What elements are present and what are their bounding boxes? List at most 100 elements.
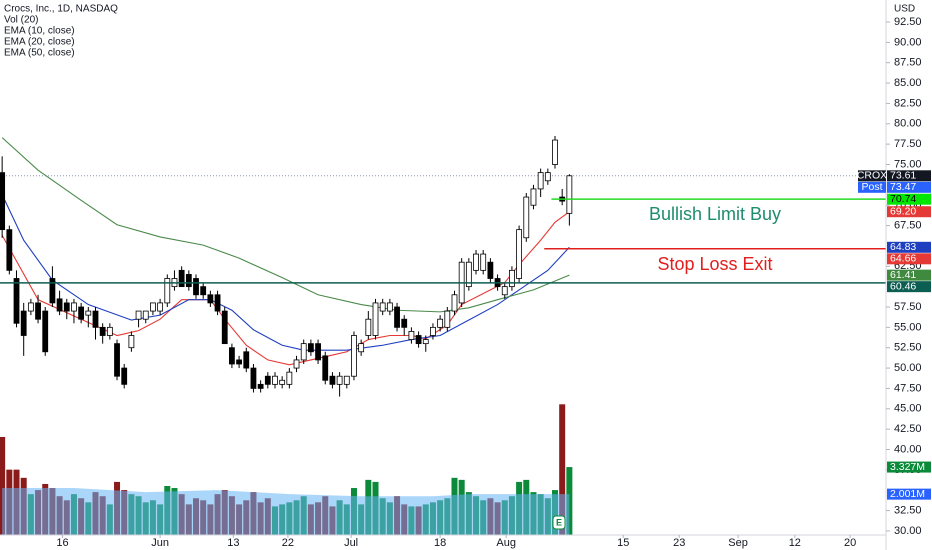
y-tick-label: 77.50 xyxy=(894,138,922,150)
price-tag-name: Post xyxy=(861,181,882,193)
price-tag-label: 60.46 xyxy=(890,280,916,292)
candle-body xyxy=(121,367,128,385)
y-tick-label: 75.00 xyxy=(894,158,922,170)
y-tick-label: 57.50 xyxy=(894,301,922,313)
y-tick-label: 47.50 xyxy=(894,382,922,394)
volume-layer xyxy=(0,404,573,535)
price-tag-label: 64.83 xyxy=(890,241,916,253)
price-tag-name-box xyxy=(858,181,886,193)
candle-body xyxy=(465,261,472,288)
candle-body xyxy=(509,269,515,288)
x-tick-label: Aug xyxy=(496,537,516,549)
price-tag xyxy=(887,170,931,182)
candle-body xyxy=(157,302,164,312)
candle-body xyxy=(85,310,92,316)
candle-body xyxy=(430,326,436,336)
candle-body xyxy=(329,375,336,385)
x-tick-label: 16 xyxy=(56,537,68,549)
legend-item: EMA (50, close) xyxy=(4,48,75,59)
y-tick-label: 40.00 xyxy=(894,443,922,455)
price-tag xyxy=(887,193,931,205)
candle-body xyxy=(92,310,99,328)
candle-body xyxy=(142,310,149,320)
y-tick-label: 80.00 xyxy=(894,118,922,130)
candle-body xyxy=(336,375,343,385)
x-tick-label: Jun xyxy=(151,537,169,549)
candle-body xyxy=(257,383,264,389)
y-tick-label: 45.00 xyxy=(894,403,922,415)
candle-body xyxy=(193,278,199,296)
y-tick-label: 30.00 xyxy=(894,525,922,537)
candle-body xyxy=(20,310,27,336)
candle-body xyxy=(537,172,544,190)
candle-body xyxy=(200,286,207,296)
candle-body xyxy=(501,286,508,296)
candle-body xyxy=(516,229,523,279)
price-tag-label: 61.41 xyxy=(890,269,916,281)
candle-body xyxy=(49,278,56,304)
currency: USD xyxy=(894,4,915,15)
candle-body xyxy=(394,306,400,328)
price-tag-label: 3.327M xyxy=(890,461,925,473)
y-tick-label: 32.50 xyxy=(894,504,922,516)
legend-item: Vol (20) xyxy=(4,15,38,26)
candle-body xyxy=(307,343,314,353)
price-tag xyxy=(887,206,931,218)
earnings-label: E xyxy=(556,517,562,527)
price-tag-label: 73.47 xyxy=(890,181,916,193)
candle-body xyxy=(150,302,156,312)
candle-body xyxy=(408,331,415,340)
y-tick-label: 85.00 xyxy=(894,77,922,89)
x-tick-label: 20 xyxy=(844,537,856,549)
candle-body xyxy=(422,339,429,345)
volume-bar xyxy=(559,404,566,535)
y-tick-label: 67.50 xyxy=(894,219,922,231)
legend-item: EMA (10, close) xyxy=(4,26,75,37)
ema-line xyxy=(1,194,570,351)
candle-body xyxy=(293,359,300,369)
candle-body xyxy=(106,326,113,336)
candle-body xyxy=(544,172,551,182)
x-tick-label: Sep xyxy=(728,537,748,549)
price-tag xyxy=(887,253,931,265)
candle-body xyxy=(272,375,278,385)
x-tick-label: 15 xyxy=(617,537,629,549)
earnings-badge[interactable] xyxy=(552,515,566,530)
x-tick-label: 23 xyxy=(673,537,685,549)
candle-body xyxy=(99,326,106,336)
annotation: Stop Loss Exit xyxy=(657,254,772,274)
candle-body xyxy=(207,294,214,304)
price-tag-name: CROX xyxy=(857,170,887,182)
annotation: Bullish Limit Buy xyxy=(649,204,781,224)
candle-body xyxy=(264,375,271,385)
y-tick-label: 52.50 xyxy=(894,342,922,354)
candle-body xyxy=(178,269,185,288)
x-tick-label: 12 xyxy=(789,537,801,549)
candle-body xyxy=(229,347,235,365)
candle-body xyxy=(343,375,350,385)
candle-body xyxy=(114,343,120,377)
candle-body xyxy=(250,367,257,389)
y-tick-label: 90.00 xyxy=(894,36,922,48)
candle-body xyxy=(322,355,329,381)
candle-body xyxy=(56,298,63,312)
y-tick-label: 55.00 xyxy=(894,321,922,333)
x-tick-label: 18 xyxy=(434,537,446,549)
candle-body xyxy=(401,318,408,328)
candle-body xyxy=(523,196,530,239)
y-tick-label: 92.50 xyxy=(894,16,922,28)
x-tick-label: 13 xyxy=(227,537,239,549)
candle-body xyxy=(444,310,451,328)
candle-body xyxy=(27,302,34,312)
candle-body xyxy=(552,139,558,165)
candle-body xyxy=(128,335,135,349)
candle-body xyxy=(164,278,171,304)
candle-body xyxy=(365,318,372,336)
candle-body xyxy=(358,343,365,353)
legend-item: EMA (20, close) xyxy=(4,37,75,48)
price-tag-name-box xyxy=(858,170,886,182)
price-tag-label: 73.61 xyxy=(890,170,916,182)
y-tick-label: 50.00 xyxy=(894,362,922,374)
candle-body xyxy=(415,335,422,345)
